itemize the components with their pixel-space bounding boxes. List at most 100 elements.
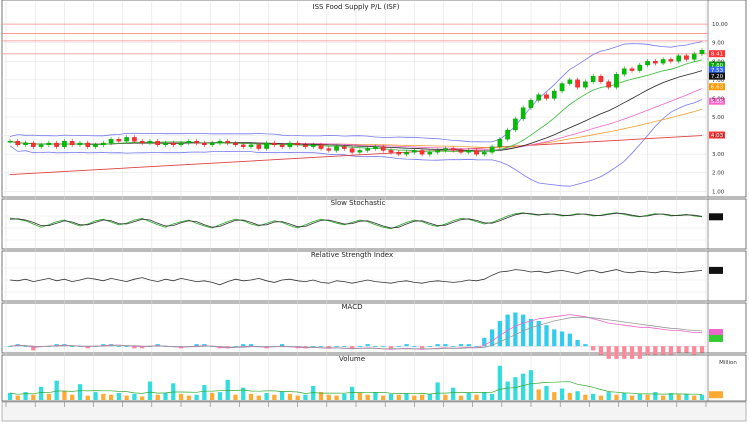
price-candle (108, 139, 114, 144)
volume-bar (101, 393, 106, 400)
volume-bar (388, 393, 394, 400)
macd-histogram-bar (583, 344, 588, 347)
volume-bar (225, 379, 230, 400)
macd-histogram-bar (210, 346, 215, 348)
volume-bar (676, 394, 681, 400)
macd-histogram-bar (404, 344, 409, 347)
volume-bar (458, 395, 464, 400)
volume-bar (668, 392, 674, 400)
volume-unit-label: Million (719, 360, 737, 366)
volume-bar (54, 380, 59, 400)
price-tick-label: 10.00 (712, 22, 728, 28)
panel-frame-4 (1, 354, 747, 402)
macd-histogram-bar (660, 346, 666, 355)
volume-bar (287, 393, 293, 400)
bollinger-lower-line (9, 99, 703, 187)
macd-histogram-bar (513, 312, 518, 347)
price-candle (326, 148, 332, 151)
macd-histogram-bar (458, 344, 464, 347)
price-candle (334, 146, 339, 151)
volume-bar (85, 395, 90, 400)
volume-bar (155, 394, 160, 400)
volume-average-line (9, 381, 703, 395)
macd-histogram-bar (279, 344, 285, 347)
price-candle (653, 61, 658, 64)
volume-bar (163, 392, 168, 400)
macd-histogram-bar (124, 346, 129, 348)
volume-bar (272, 394, 277, 400)
macd-histogram-bar (497, 320, 502, 347)
volume-bar (575, 391, 580, 400)
volume-bar (591, 393, 596, 400)
price-candle (7, 140, 13, 143)
macd-histogram-bar (241, 344, 246, 347)
volume-bar (108, 394, 114, 400)
volume-bar (606, 392, 611, 400)
macd-histogram-bar (311, 346, 316, 348)
price-candle (497, 139, 503, 147)
last-price-badge (709, 97, 725, 105)
last-price-badge-label: 7.53 (711, 68, 724, 74)
price-candle (520, 107, 526, 120)
volume-bar (443, 394, 448, 400)
volume-bar (38, 386, 44, 400)
price-candle (54, 142, 59, 147)
series-layer (2, 23, 725, 400)
macd-histogram-bar (521, 314, 526, 347)
price-candle (233, 142, 238, 146)
macd-histogram-bar (373, 346, 378, 348)
price-candle (513, 118, 518, 131)
volume-bar (15, 395, 20, 400)
volume-bar (147, 381, 153, 400)
macd-histogram-bar (489, 329, 495, 347)
price-tick-label: 9.00 (712, 41, 725, 47)
macd-histogram-bar (528, 318, 534, 347)
price-candle (155, 140, 161, 146)
volume-bar (497, 365, 502, 400)
macd-value-badge (709, 329, 723, 337)
macd-histogram-bar (388, 346, 394, 349)
volume-bar (427, 393, 433, 400)
last-price-badge (709, 83, 725, 91)
price-candle (404, 152, 409, 155)
price-candle (225, 140, 230, 144)
macd-histogram-bar (194, 344, 199, 347)
macd-histogram-bar (85, 346, 90, 349)
volume-bar (396, 394, 401, 400)
price-candle (528, 100, 534, 108)
price-candle (373, 146, 378, 149)
volume-bar (342, 393, 347, 400)
price-candle (575, 79, 580, 88)
macd-histogram-bar (614, 346, 619, 359)
volume-bar (124, 395, 129, 400)
volume-bar (660, 395, 666, 400)
price-candle (412, 150, 417, 153)
price-candle (482, 152, 487, 155)
price-candle (240, 144, 246, 147)
price-candle (23, 142, 28, 146)
volume-value-badge (709, 391, 723, 399)
volume-bar (412, 395, 417, 400)
last-price-badge (709, 131, 725, 139)
volume-bar (544, 385, 549, 400)
price-tick-label: 4.00 (712, 134, 725, 140)
volume-bar (622, 392, 627, 400)
volume-bar (419, 394, 425, 400)
last-price-badge-label: 5.85 (711, 99, 724, 105)
last-price-badge-label: 8.41 (711, 52, 723, 58)
macd-histogram-bar (637, 346, 642, 359)
macd-histogram-bar (676, 346, 681, 353)
macd-histogram-bar (140, 346, 145, 349)
price-candle (443, 148, 448, 151)
macd-histogram-bar (692, 346, 697, 355)
macd-histogram-bar (116, 346, 121, 348)
volume-bar (645, 394, 650, 400)
price-candle (536, 94, 542, 101)
price-candle (699, 49, 705, 55)
volume-bar (7, 392, 13, 400)
macd-histogram-bar (435, 344, 440, 347)
macd-histogram-bar (101, 344, 106, 347)
volume-bar (256, 395, 261, 400)
macd-histogram-bar (77, 346, 83, 348)
